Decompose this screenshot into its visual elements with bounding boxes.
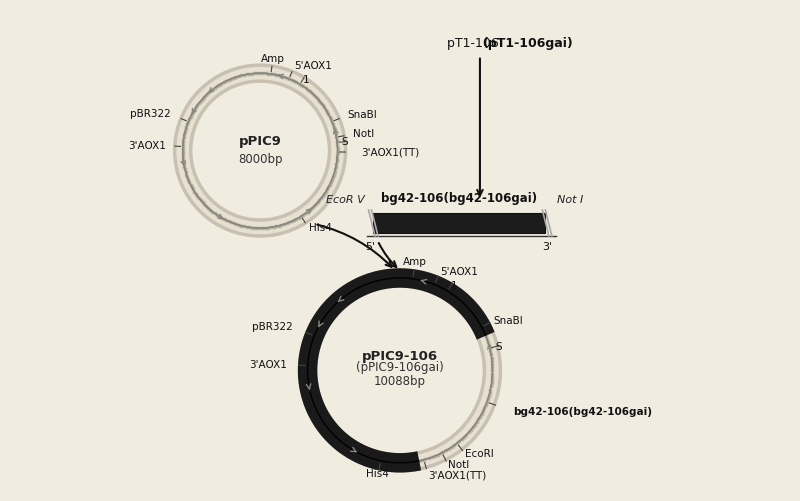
Text: 3'AOX1: 3'AOX1: [128, 141, 166, 151]
Text: pPIC9: pPIC9: [238, 135, 282, 148]
Text: 1: 1: [302, 75, 310, 85]
Text: Amp: Amp: [403, 258, 427, 268]
Text: 5'AOX1: 5'AOX1: [440, 267, 478, 277]
Text: Not I: Not I: [558, 195, 584, 205]
Text: 3'AOX1: 3'AOX1: [250, 360, 287, 370]
Text: pPIC9-106: pPIC9-106: [362, 350, 438, 363]
Text: Amp: Amp: [261, 54, 285, 64]
Text: bg42-106(bg42-106gai): bg42-106(bg42-106gai): [513, 406, 652, 416]
Text: NotI: NotI: [353, 129, 374, 139]
Text: (pPIC9-106gai): (pPIC9-106gai): [356, 361, 444, 374]
Text: 10088bp: 10088bp: [374, 375, 426, 388]
Text: 1: 1: [451, 281, 458, 291]
Text: bg42-106(bg42-106gai): bg42-106(bg42-106gai): [381, 192, 537, 205]
Text: pBR322: pBR322: [252, 322, 293, 332]
Text: EcoRI: EcoRI: [466, 449, 494, 459]
Text: (pT1-106gai): (pT1-106gai): [482, 37, 573, 50]
Text: S: S: [495, 342, 502, 352]
Bar: [373, 213, 545, 233]
Text: His4: His4: [309, 223, 331, 233]
Text: 8000bp: 8000bp: [238, 153, 282, 166]
Text: pBR322: pBR322: [130, 109, 170, 119]
Text: EcoR V: EcoR V: [326, 195, 365, 205]
Text: 3'AOX1(TT): 3'AOX1(TT): [361, 147, 419, 157]
Text: 5': 5': [365, 242, 375, 252]
Text: NotI: NotI: [448, 460, 470, 470]
Text: 3': 3': [542, 242, 553, 252]
Text: SnaBI: SnaBI: [494, 316, 524, 326]
Text: pT1-106: pT1-106: [447, 37, 503, 50]
Text: 5'AOX1: 5'AOX1: [294, 61, 332, 71]
Text: S: S: [342, 137, 348, 147]
Text: His4: His4: [366, 469, 390, 479]
Text: 3'AOX1(TT): 3'AOX1(TT): [428, 471, 486, 481]
Text: SnaBI: SnaBI: [348, 110, 378, 120]
